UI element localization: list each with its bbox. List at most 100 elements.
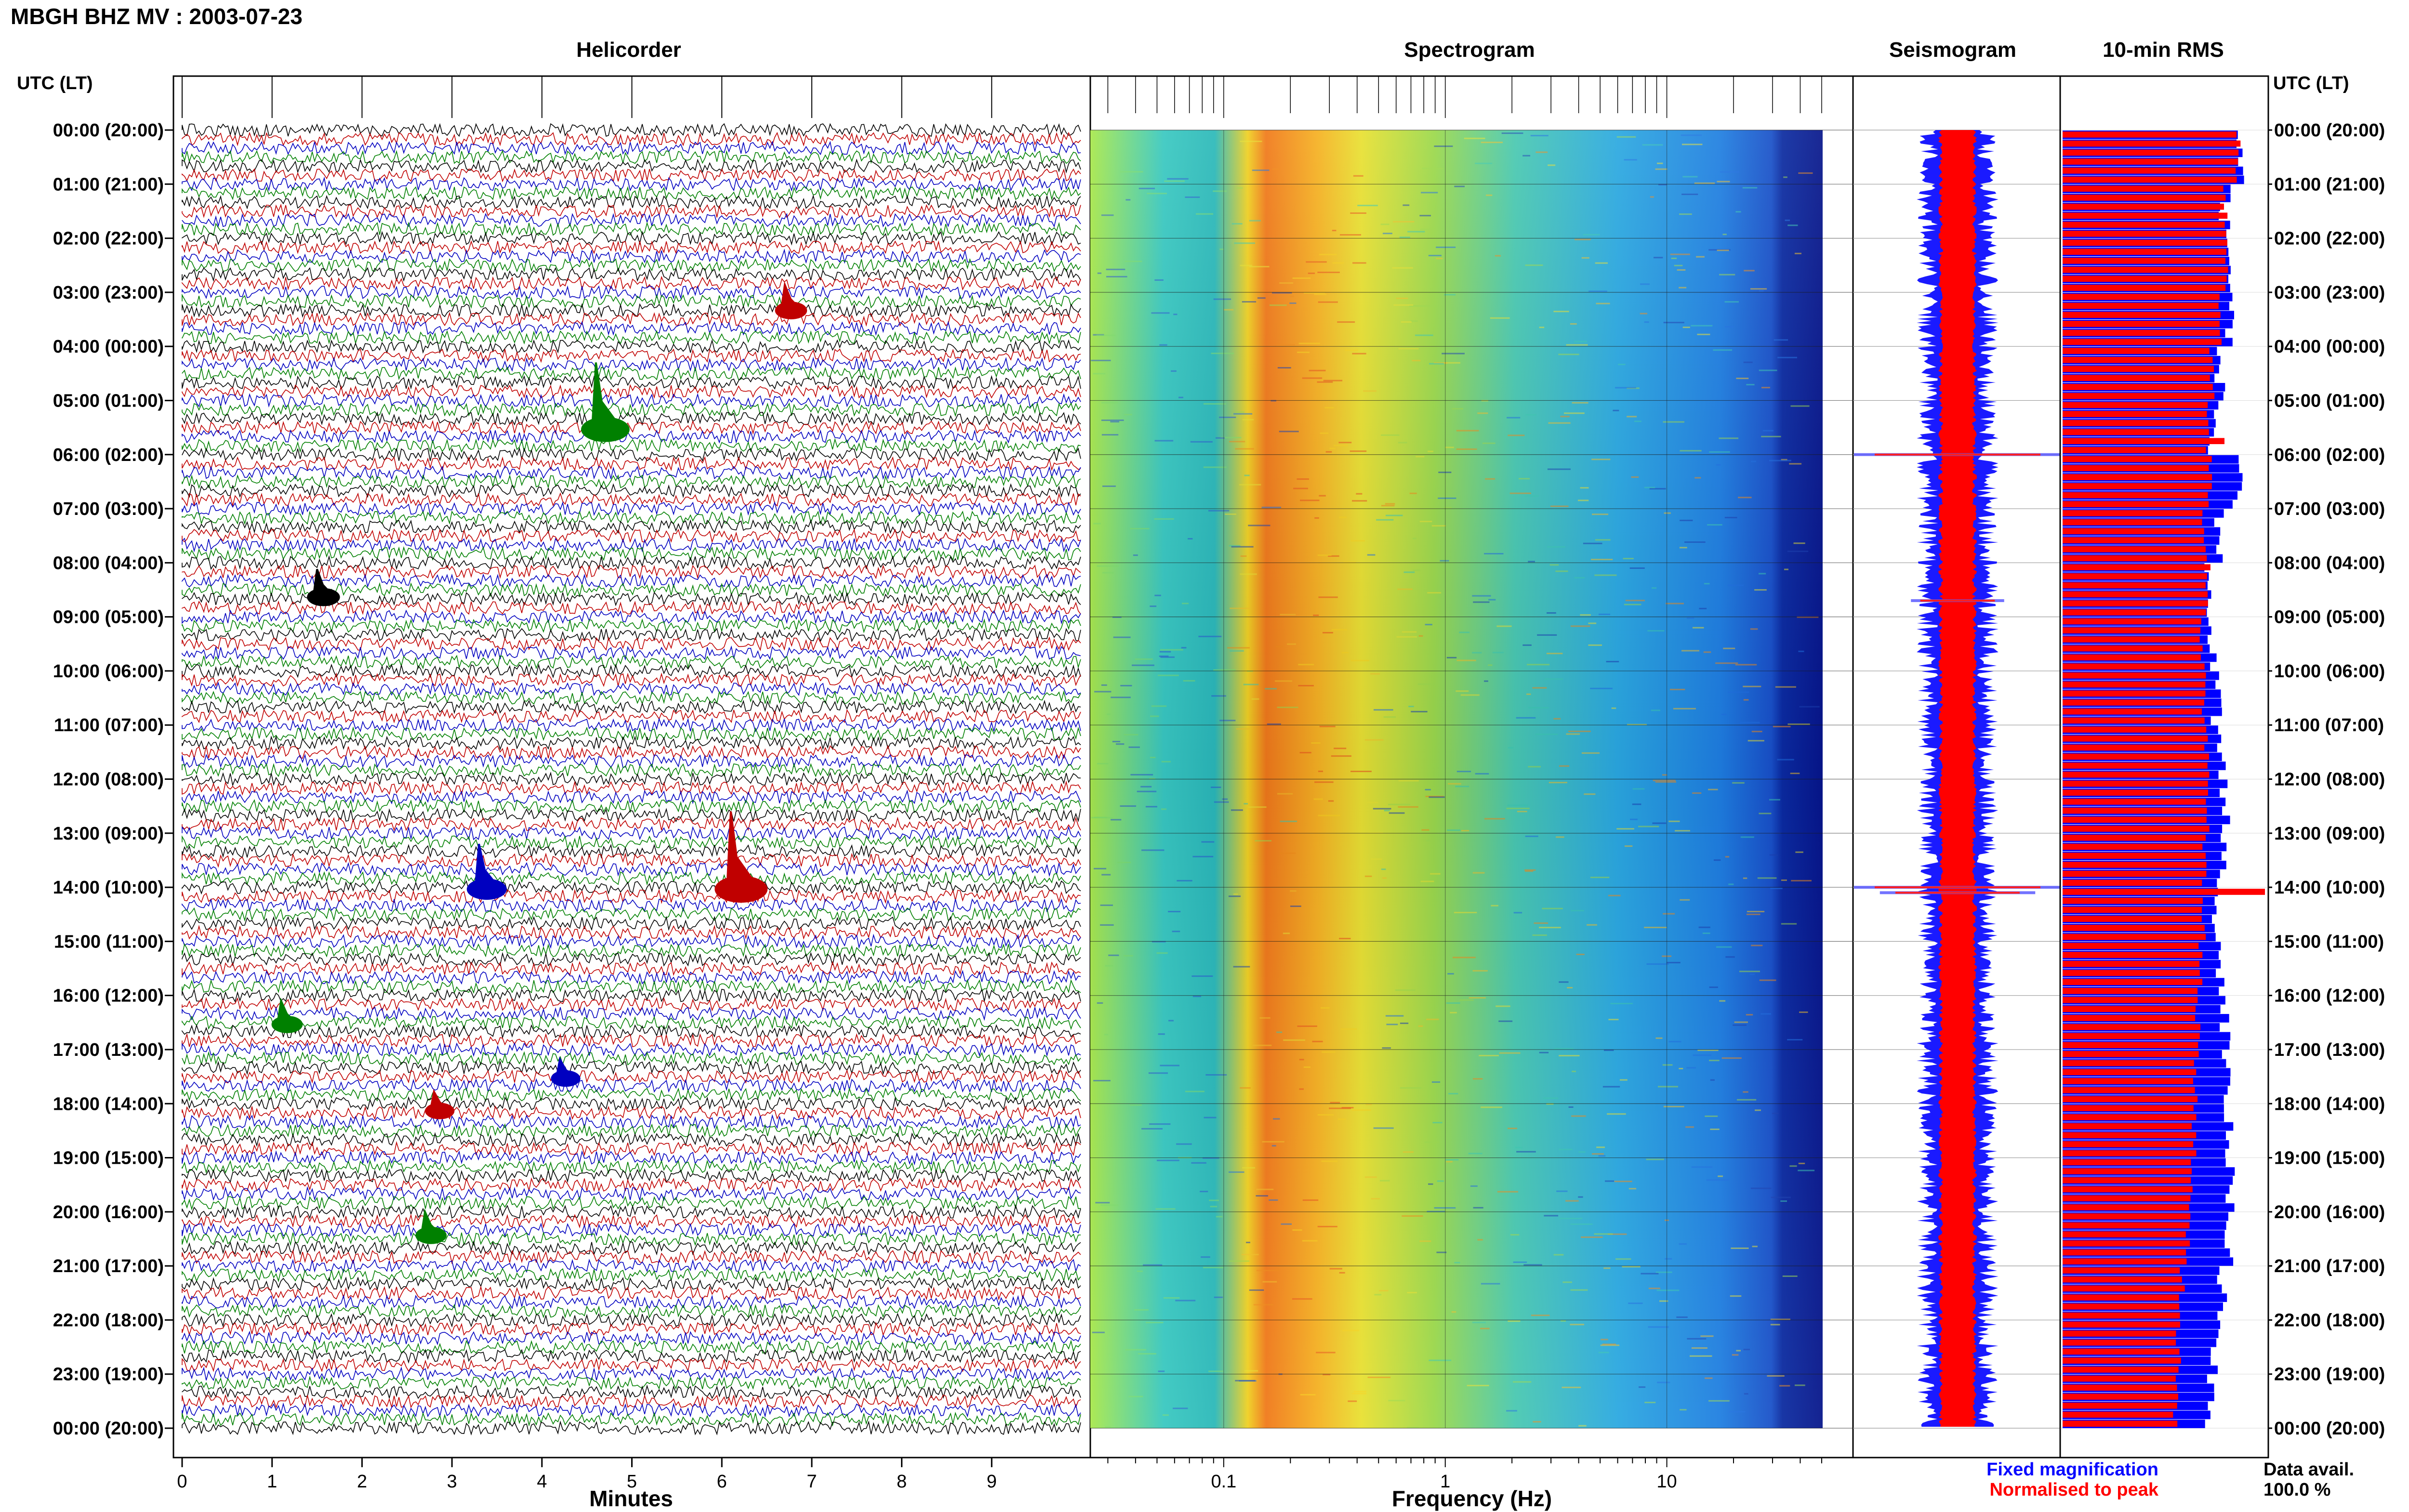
rms-bar-normalised bbox=[2063, 1195, 2191, 1202]
helicorder-trace bbox=[182, 1087, 1081, 1102]
rms-bar-normalised bbox=[2063, 176, 2237, 183]
time-label-left: 03:00 (23:00) bbox=[53, 283, 164, 303]
rms-bar-normalised bbox=[2063, 618, 2201, 625]
helicorder-trace bbox=[182, 753, 1081, 768]
rms-bar-normalised bbox=[2063, 897, 2203, 904]
rms-bar-normalised bbox=[2063, 1240, 2190, 1247]
rms-bar-normalised bbox=[2063, 979, 2203, 985]
helicorder-trace bbox=[182, 1114, 1081, 1130]
helicorder-trace bbox=[182, 889, 1081, 904]
rms-bar-normalised bbox=[2063, 258, 2225, 264]
time-label-right: 16:00 (12:00) bbox=[2274, 986, 2385, 1006]
helicorder-trace bbox=[182, 1411, 1081, 1427]
time-label-left: 21:00 (17:00) bbox=[53, 1256, 164, 1276]
rms-ticks bbox=[2060, 130, 2268, 1429]
time-label-left: 12:00 (08:00) bbox=[53, 770, 164, 790]
time-label-left: 16:00 (12:00) bbox=[53, 986, 164, 1006]
spectrogram-grid bbox=[1090, 130, 1853, 1429]
time-label-left: 00:00 (20:00) bbox=[53, 120, 164, 141]
helicorder-x-tick-label: 5 bbox=[627, 1472, 637, 1492]
helicorder-trace bbox=[182, 672, 1081, 687]
rms-bar-normalised bbox=[2063, 1411, 2173, 1418]
helicorder-trace bbox=[182, 483, 1081, 499]
helicorder-trace bbox=[182, 843, 1081, 859]
helicorder-trace bbox=[182, 194, 1081, 210]
rms-bar-normalised bbox=[2063, 663, 2205, 670]
helicorder-event-body bbox=[415, 1226, 447, 1244]
time-label-right: 01:00 (21:00) bbox=[2274, 174, 2385, 195]
helicorder-x-tick-label: 3 bbox=[447, 1472, 457, 1492]
helicorder-trace bbox=[182, 735, 1081, 750]
helicorder-trace bbox=[182, 771, 1081, 787]
rms-bar-normalised bbox=[2063, 1330, 2176, 1337]
rms-bar-normalised bbox=[2063, 1150, 2197, 1157]
rms-bar-normalised bbox=[2063, 402, 2208, 408]
rms-bar-normalised bbox=[2063, 861, 2207, 868]
rms-bar-normalised bbox=[2063, 880, 2202, 886]
helicorder-trace bbox=[182, 573, 1081, 589]
helicorder-trace bbox=[182, 690, 1081, 705]
rms-bar-normalised bbox=[2063, 456, 2212, 462]
rms-bar-normalised bbox=[2063, 1078, 2193, 1084]
helicorder-trace bbox=[182, 168, 1081, 183]
helicorder-trace bbox=[182, 960, 1081, 976]
rms-bar-normalised bbox=[2063, 167, 2236, 174]
helicorder-trace bbox=[182, 537, 1081, 552]
legend-fixed-magnification: Fixed magnification bbox=[1986, 1459, 2158, 1480]
rms-bar-normalised bbox=[2063, 933, 2206, 940]
helicorder-trace bbox=[182, 1105, 1081, 1120]
rms-bar-normalised bbox=[2063, 1213, 2191, 1220]
legend-normalised-to-peak: Normalised to peak bbox=[1989, 1480, 2158, 1500]
helicorder-x-tick-label: 9 bbox=[987, 1472, 997, 1492]
helicorder-trace bbox=[182, 1033, 1081, 1048]
time-label-right: 08:00 (04:00) bbox=[2274, 553, 2385, 573]
rms-bar-normalised bbox=[2063, 420, 2209, 426]
time-label-left: 01:00 (21:00) bbox=[53, 174, 164, 195]
helicorder-trace bbox=[182, 1294, 1081, 1310]
seismogram-spike-normalised bbox=[1875, 886, 2040, 889]
rms-bar-normalised bbox=[2063, 1267, 2180, 1274]
rms-bar-normalised bbox=[2063, 816, 2207, 823]
rms-bar-normalised bbox=[2063, 681, 2206, 688]
rms-bar-normalised bbox=[2063, 528, 2204, 535]
time-label-right: 00:00 (20:00) bbox=[2274, 1419, 2385, 1439]
helicorder-trace bbox=[182, 131, 1081, 147]
rms-bar-normalised bbox=[2063, 907, 2202, 913]
rms-bar-normalised bbox=[2063, 807, 2207, 814]
rms-bar-normalised bbox=[2063, 1312, 2180, 1319]
helicorder-trace bbox=[182, 150, 1081, 165]
helicorder-trace bbox=[182, 438, 1081, 453]
helicorder-trace bbox=[182, 222, 1081, 237]
rms-bar-normalised bbox=[2063, 1015, 2196, 1021]
rms-bar-normalised bbox=[2063, 1141, 2194, 1147]
helicorder-trace bbox=[182, 258, 1081, 273]
rms-bar-normalised bbox=[2063, 763, 2208, 769]
rms-bar-normalised bbox=[2063, 960, 2200, 967]
helicorder-trace bbox=[182, 510, 1081, 526]
helicorder-trace bbox=[182, 366, 1081, 381]
seismogram-spike-normalised bbox=[1920, 599, 1995, 602]
helicorder-events bbox=[271, 281, 807, 1244]
rms-bar-normalised bbox=[2063, 987, 2198, 994]
spectrogram-x-tick-label: 0.1 bbox=[1211, 1472, 1236, 1492]
rms-bar-normalised bbox=[2063, 266, 2228, 273]
helicorder-trace bbox=[182, 356, 1081, 372]
helicorder-trace bbox=[182, 852, 1081, 868]
seismogram-spike-normalised bbox=[1875, 453, 2040, 456]
helicorder-trace bbox=[182, 1096, 1081, 1111]
rms-bar-normalised bbox=[2063, 798, 2206, 805]
spectrogram-x-tick-label: 10 bbox=[1656, 1472, 1677, 1492]
helicorder-trace bbox=[182, 123, 1081, 137]
rms-bars bbox=[2063, 131, 2265, 1428]
time-label-left: 08:00 (04:00) bbox=[53, 553, 164, 573]
time-label-left: 10:00 (06:00) bbox=[53, 661, 164, 682]
helicorder-trace bbox=[182, 835, 1081, 850]
helicorder-trace bbox=[182, 1259, 1081, 1274]
helicorder-trace bbox=[182, 1348, 1081, 1364]
rms-bar-normalised bbox=[2063, 843, 2203, 850]
rms-bar-normalised bbox=[2063, 375, 2210, 381]
time-label-right: 23:00 (19:00) bbox=[2274, 1365, 2385, 1385]
helicorder-trace bbox=[182, 916, 1081, 931]
helicorder-trace bbox=[182, 763, 1081, 778]
rms-bar-normalised bbox=[2063, 753, 2209, 760]
